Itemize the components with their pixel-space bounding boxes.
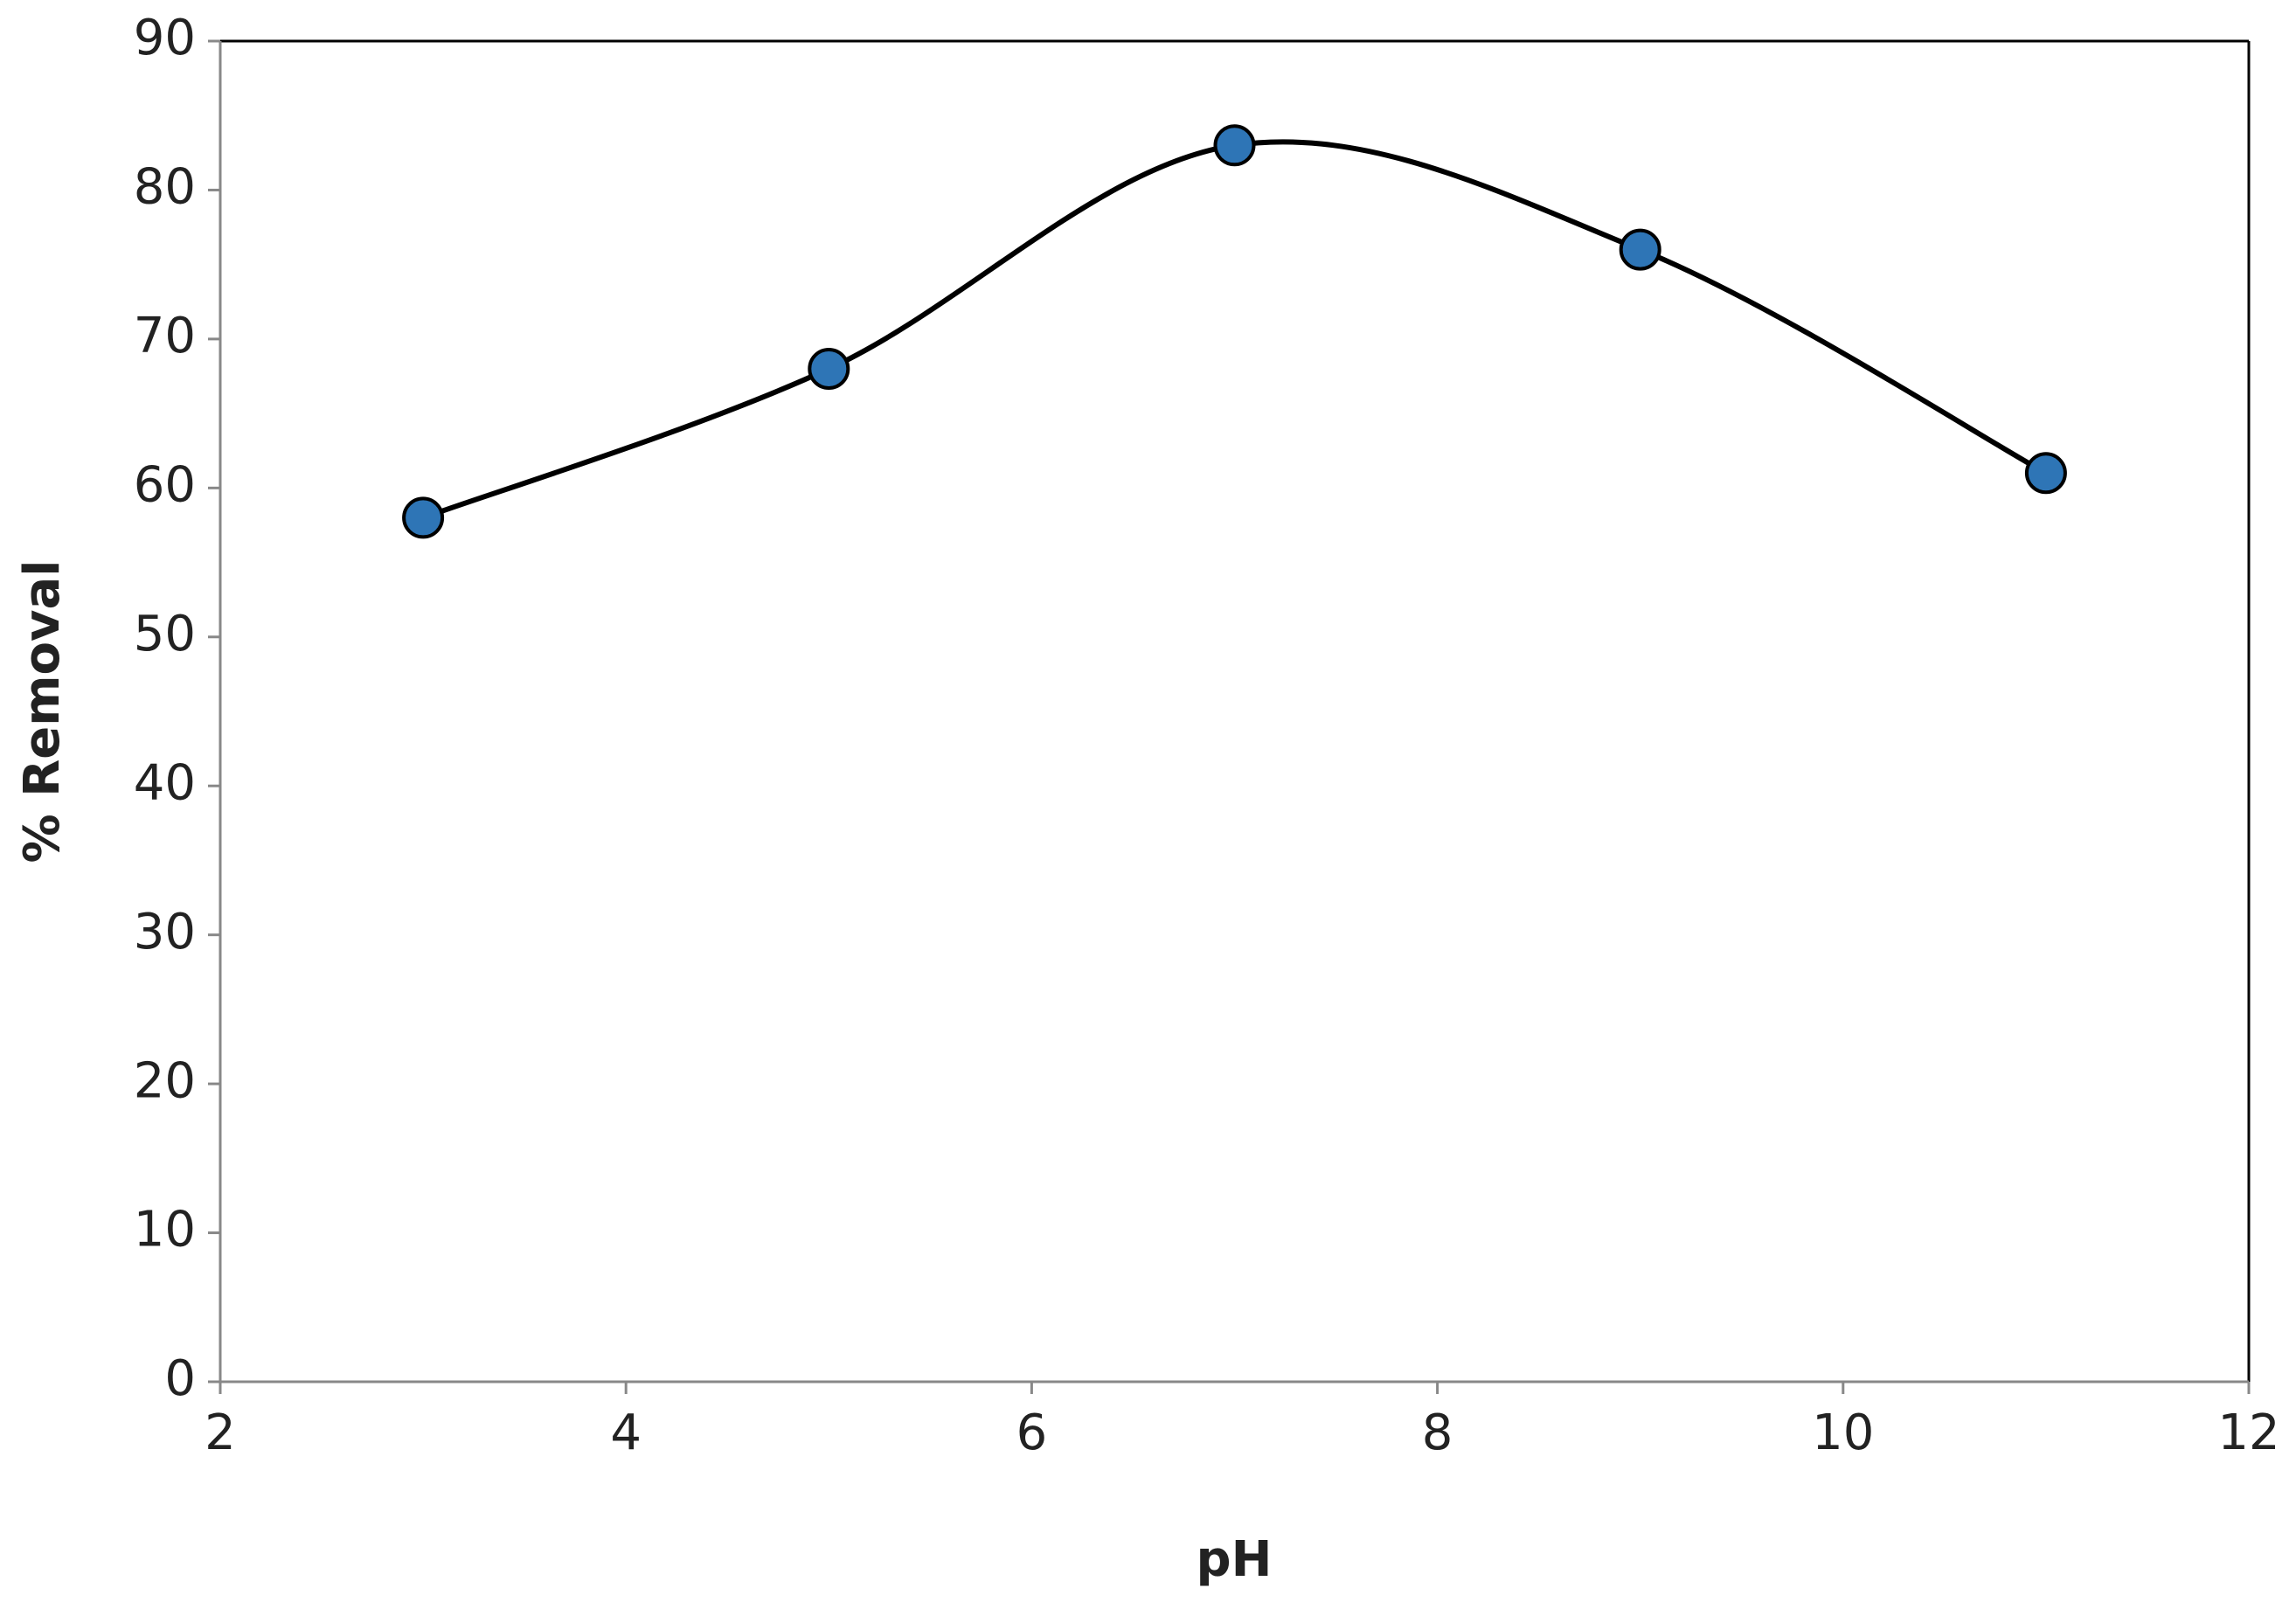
y-tick-label: 60 [134,456,196,513]
x-tick-label: 12 [2217,1404,2279,1461]
y-tick-label: 70 [134,308,196,364]
data-point [1213,124,1256,167]
data-point [808,347,850,390]
x-tick-label: 4 [610,1404,642,1461]
y-axis-title: % Removal [14,559,71,863]
x-tick-label: 6 [1016,1404,1048,1461]
data-point [402,496,445,539]
y-tick-label: 80 [134,159,196,216]
series-line [422,139,2048,521]
data-point [1619,228,1661,271]
x-tick-label: 10 [1812,1404,1874,1461]
y-tick-label: 50 [134,606,196,662]
y-tick-label: 30 [134,904,196,961]
data-point [2024,452,2067,495]
x-axis-title: pH [1197,1531,1273,1588]
y-tick-label: 10 [134,1202,196,1259]
y-tick-label: 90 [134,10,196,66]
y-tick-label: 0 [164,1350,196,1407]
y-tick-label: 40 [134,754,196,811]
y-tick-label: 20 [134,1052,196,1109]
x-tick-label: 2 [205,1404,236,1461]
x-tick-label: 8 [1422,1404,1453,1461]
